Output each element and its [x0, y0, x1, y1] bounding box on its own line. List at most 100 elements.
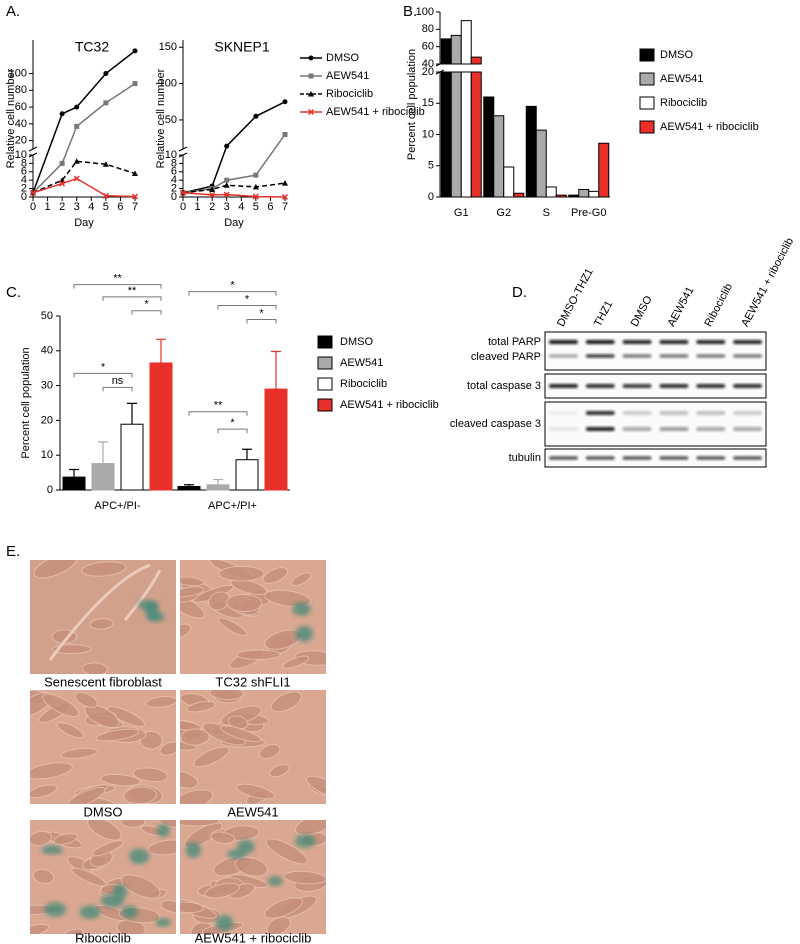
blot-band	[549, 340, 578, 344]
axis-break	[178, 146, 188, 152]
cell	[87, 820, 122, 841]
bar	[535, 129, 547, 198]
significance-label: *	[245, 293, 250, 305]
legend-swatch	[317, 335, 333, 349]
cell	[132, 767, 169, 783]
cell	[180, 623, 192, 639]
significance-bracket	[188, 411, 248, 416]
cell	[62, 928, 84, 934]
image-caption: DMSO	[84, 804, 123, 819]
cell	[60, 747, 98, 759]
cell	[120, 874, 161, 899]
marker	[132, 48, 138, 54]
y-tick-label: 60	[422, 41, 434, 53]
blot-band	[659, 427, 689, 431]
cell	[180, 719, 202, 731]
significance-label: **	[214, 400, 223, 412]
marker	[224, 143, 230, 149]
significance-label: *	[144, 299, 149, 311]
cell	[291, 572, 312, 587]
marker	[74, 123, 80, 129]
y-tick-label: 2	[171, 183, 177, 195]
y-tick-label: 10	[422, 128, 434, 140]
y-tick-label: 8	[21, 157, 27, 169]
marker	[281, 193, 289, 201]
cell	[180, 770, 199, 789]
marker	[73, 175, 80, 182]
cell	[266, 916, 291, 934]
stain	[185, 842, 201, 858]
blot-band	[659, 340, 689, 344]
cell	[160, 899, 176, 914]
image-caption: AEW541	[227, 804, 278, 819]
row-label: cleaved PARP	[471, 351, 541, 363]
y-tick-label: 0	[428, 191, 434, 203]
y-tick-label: 20	[422, 66, 434, 78]
row-label: total caspase 3	[467, 380, 541, 392]
blot-band	[733, 340, 762, 344]
y-tick-label: 2	[21, 183, 27, 195]
cell	[236, 649, 281, 660]
cell	[305, 775, 326, 798]
x-tick-label: APC+/PI+	[208, 500, 257, 512]
cell	[91, 840, 124, 857]
x-axis-label: Day	[74, 217, 94, 229]
marker	[308, 73, 314, 79]
y-tick-label: 20	[15, 135, 27, 147]
y-tick-label: 100	[159, 78, 177, 90]
marker	[132, 81, 138, 87]
lane-label: Ribociclib	[702, 282, 735, 329]
image-caption: AEW541 + ribociclib	[195, 930, 312, 944]
bar	[525, 105, 537, 198]
significance-label: *	[101, 361, 106, 373]
micrograph	[30, 690, 176, 804]
blot-band	[549, 354, 578, 358]
panel-label: D.	[512, 284, 527, 301]
x-tick-label: 0	[180, 201, 186, 213]
legend-swatch	[639, 120, 655, 134]
cell	[84, 704, 120, 729]
significance-bracket	[217, 305, 277, 310]
cell	[190, 921, 213, 934]
significance-label: **	[113, 273, 122, 285]
cell	[186, 701, 216, 713]
bar	[62, 476, 86, 491]
blot-frame	[544, 331, 767, 371]
cell	[180, 901, 205, 914]
blot-band	[696, 340, 726, 344]
x-tick-label: 1	[45, 201, 51, 213]
blot-band	[549, 456, 578, 460]
marker	[209, 191, 216, 198]
blot-band	[659, 456, 689, 460]
cell	[209, 690, 245, 701]
marker	[132, 170, 138, 176]
y-tick-label: 5	[428, 160, 434, 172]
marker	[209, 186, 216, 192]
bar	[483, 96, 495, 198]
y-tick-label: 10	[165, 149, 177, 161]
bar	[149, 362, 173, 491]
error-bar	[271, 350, 281, 390]
x-tick-label: 1	[195, 201, 201, 213]
stain	[267, 876, 283, 887]
marker	[59, 160, 65, 166]
blot-band	[622, 456, 652, 460]
marker	[73, 158, 80, 164]
row-label: total PARP	[488, 336, 541, 348]
cell	[71, 867, 107, 887]
blot-band	[622, 340, 652, 344]
y-tick-label: 40	[41, 345, 53, 357]
panel-label: C.	[6, 284, 21, 301]
x-tick-label: 5	[253, 201, 259, 213]
x-tick-label: 3	[224, 201, 230, 213]
cell	[30, 784, 58, 799]
cell	[193, 746, 230, 768]
series-line	[182, 134, 286, 194]
stain	[295, 834, 316, 848]
marker	[253, 113, 259, 119]
bar	[460, 20, 472, 198]
significance-bracket	[246, 318, 277, 324]
error-bar	[127, 402, 137, 425]
blot-band	[549, 411, 578, 415]
micrograph	[180, 560, 326, 674]
